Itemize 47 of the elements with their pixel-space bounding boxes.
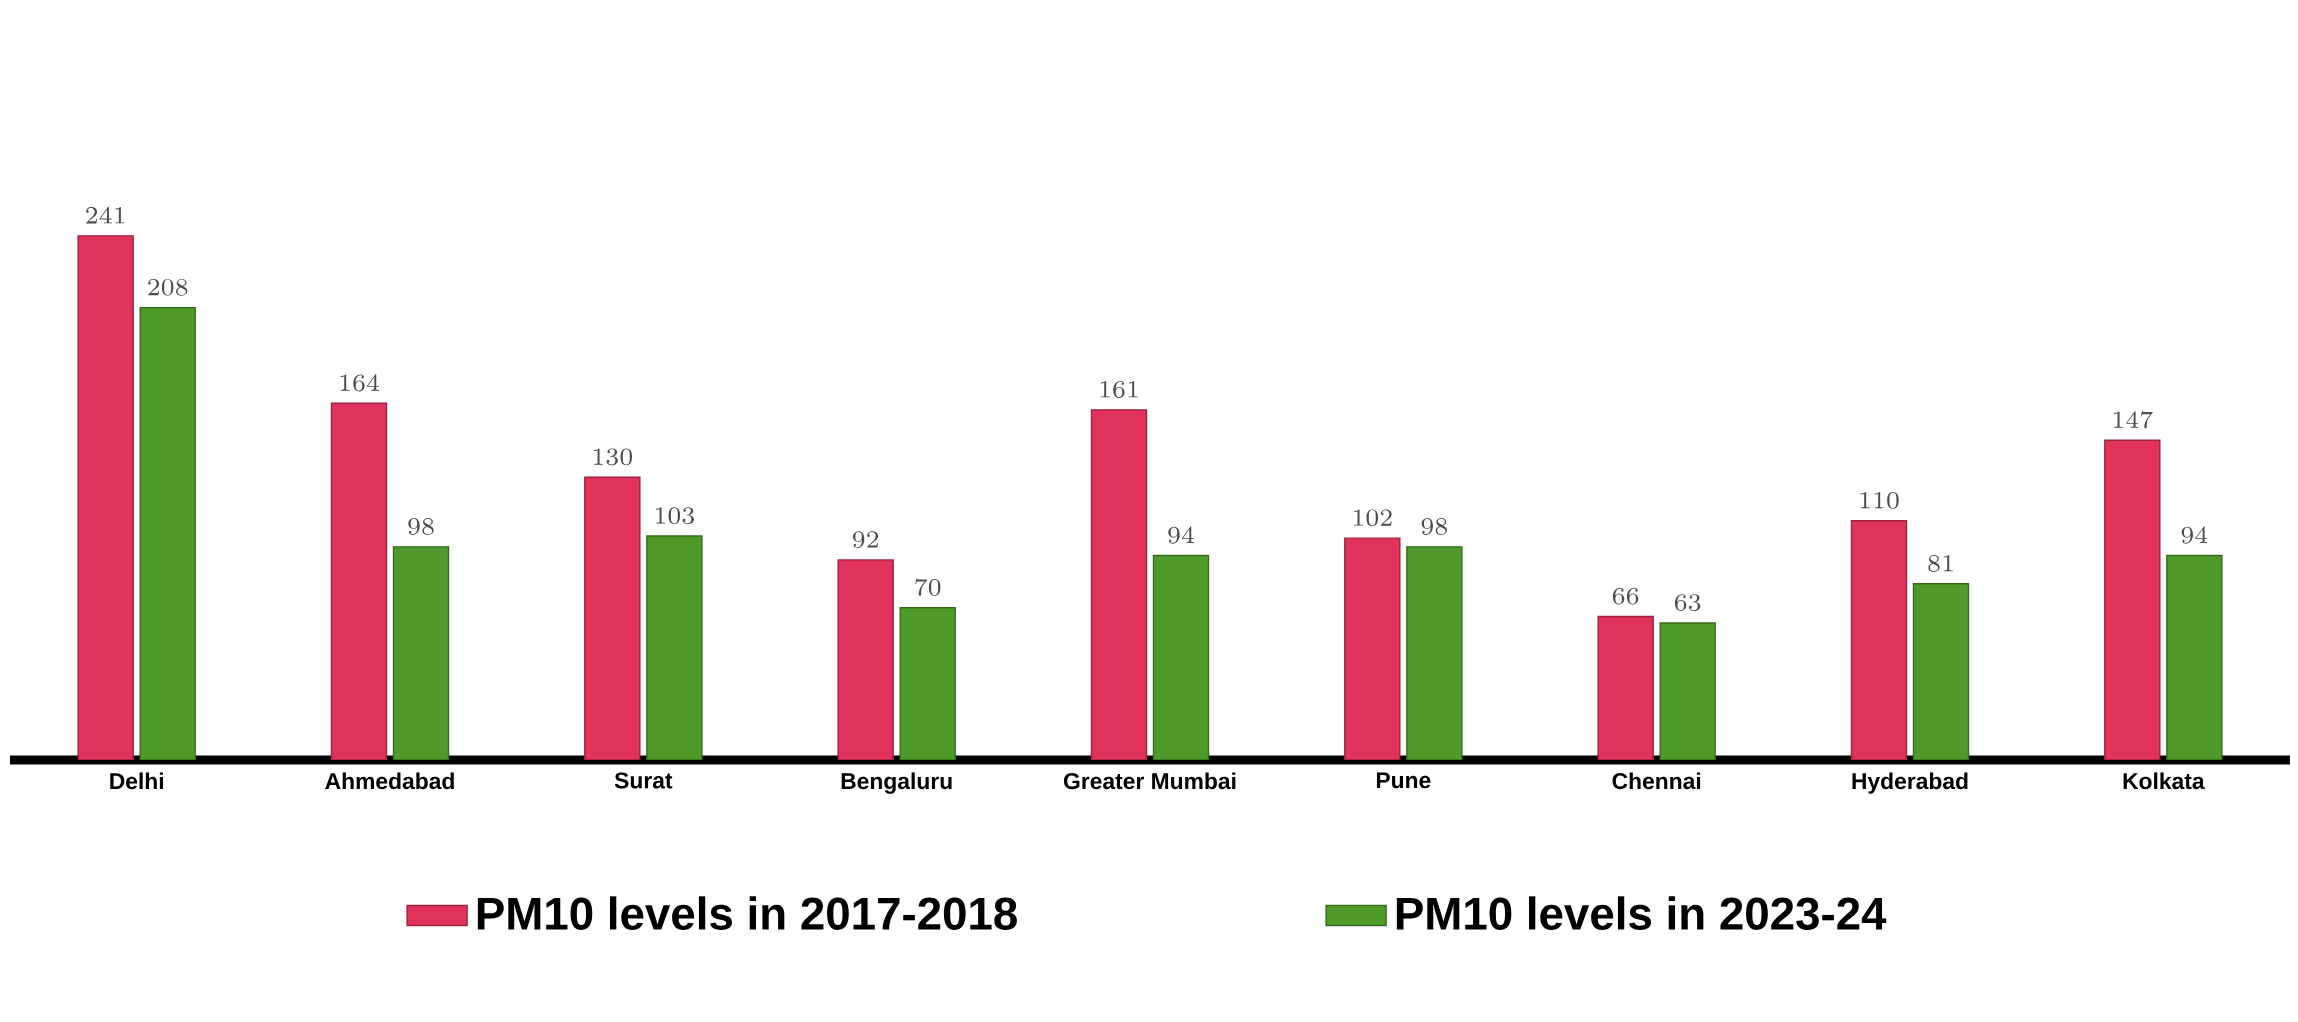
x-tick-label: Delhi (110, 772, 163, 790)
x-tick-label: Ahmedabad (325, 772, 454, 790)
data-label: 70 (915, 578, 941, 596)
data-label: 66 (1612, 587, 1639, 605)
x-tick-label: Kolkata (2123, 772, 2205, 790)
data-label: 241 (86, 206, 125, 224)
data-label: 81 (1928, 555, 1953, 572)
bar (2104, 439, 2161, 760)
data-label: 102 (1354, 509, 1392, 527)
data-label: 208 (148, 278, 188, 296)
bar (1090, 409, 1148, 760)
bar (1659, 622, 1716, 760)
bar (1912, 583, 1970, 760)
bar (1406, 546, 1463, 760)
bar (1152, 554, 1210, 760)
legend-label: PM10 levels in 2023-24 (1396, 896, 1887, 930)
bar (899, 607, 956, 760)
data-label: 164 (340, 374, 379, 392)
legend-label: PM10 levels in 2017-2018 (477, 896, 1017, 930)
x-tick-label: Pune (1376, 772, 1431, 789)
x-tick-label: Surat (614, 772, 673, 789)
bar (837, 559, 894, 760)
bar (77, 235, 134, 760)
data-label: 103 (656, 507, 694, 525)
bar (646, 535, 703, 760)
x-tick-label: Greater Mumbai (1063, 772, 1236, 790)
data-label: 92 (852, 531, 879, 548)
bar (584, 476, 641, 760)
bar (392, 546, 450, 760)
data-label: 130 (594, 448, 632, 466)
bar (2166, 554, 2223, 760)
data-label: 63 (1674, 594, 1701, 612)
data-label: 94 (2181, 526, 2208, 544)
data-label: 161 (1100, 381, 1138, 398)
data-label: 94 (1168, 526, 1195, 544)
data-label: 98 (408, 518, 434, 535)
bar (1344, 537, 1401, 760)
data-label: 147 (2114, 411, 2153, 429)
bar (330, 402, 388, 760)
bar (1597, 615, 1654, 760)
data-label: 98 (1421, 518, 1447, 535)
bar (1850, 520, 1908, 760)
x-tick-label: Chennai (1612, 772, 1701, 790)
data-label: 110 (1860, 492, 1899, 509)
bar (139, 306, 196, 760)
x-tick-label: Bengaluru (841, 772, 952, 794)
x-tick-label: Hyderabad (1852, 772, 1968, 794)
